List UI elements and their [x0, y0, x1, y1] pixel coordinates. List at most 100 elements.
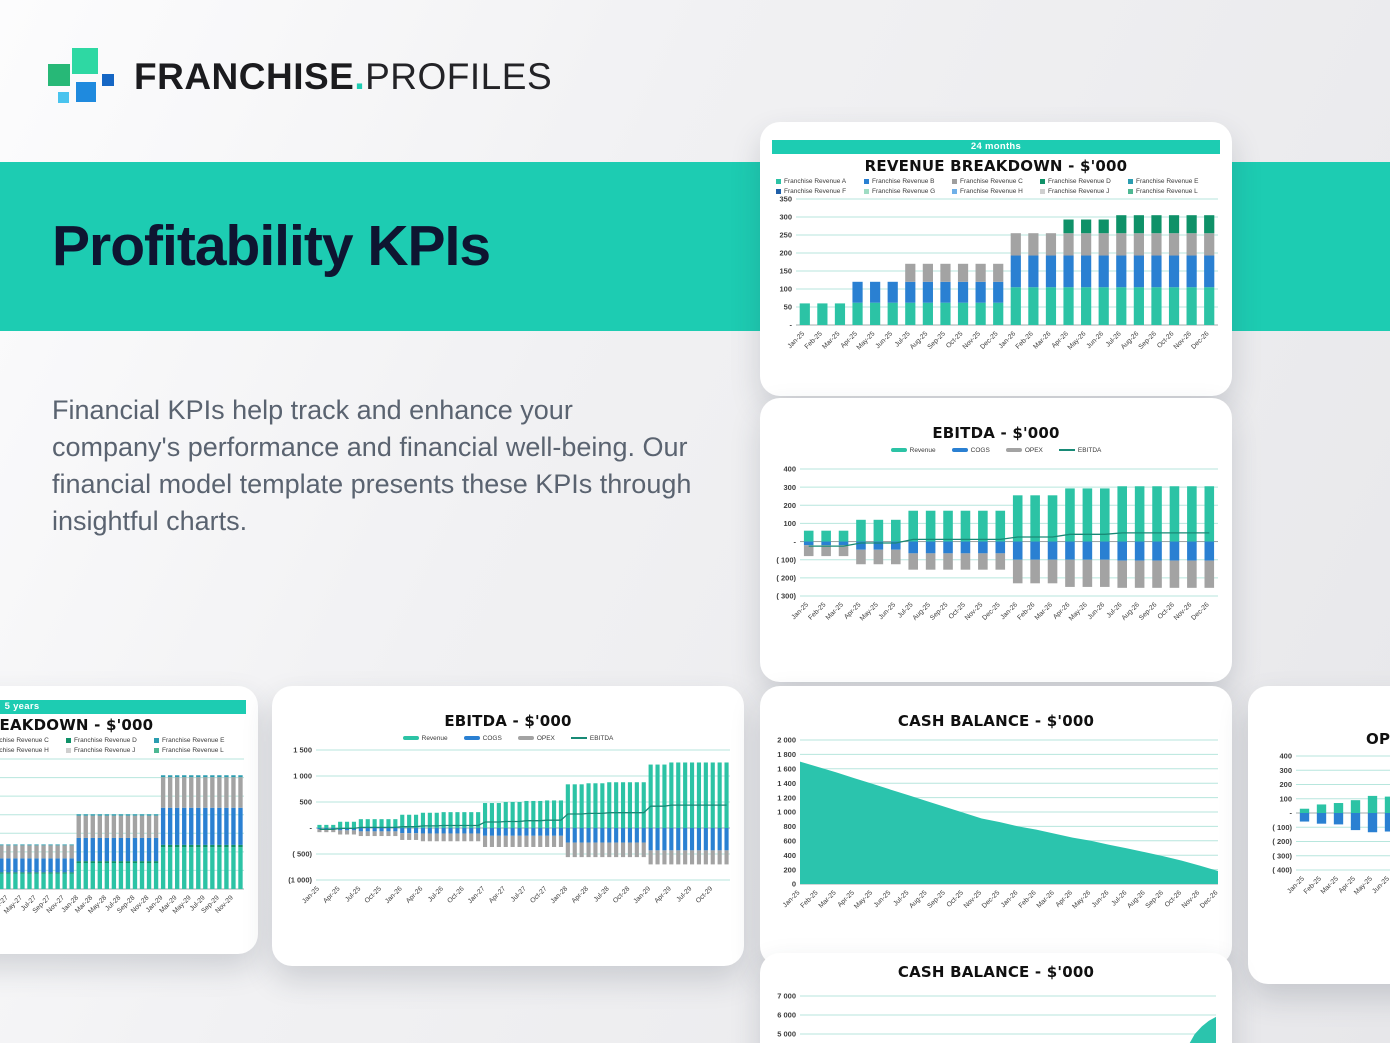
svg-text:Feb-25: Feb-25: [804, 330, 824, 350]
svg-text:Sep-25: Sep-25: [929, 601, 950, 622]
legend-sq-marker: [864, 178, 869, 184]
svg-text:2 000: 2 000: [777, 736, 796, 745]
legend-label: Franchise Revenue E: [162, 736, 225, 744]
legend-item: Franchise Revenue A: [776, 177, 846, 185]
svg-text:100: 100: [783, 519, 796, 528]
svg-text:Mar-25: Mar-25: [825, 601, 845, 621]
svg-text:Aug-25: Aug-25: [908, 889, 929, 910]
svg-text:May-26: May-26: [1068, 601, 1089, 622]
legend-label: Franchise Revenue L: [162, 746, 224, 754]
svg-text:Dec-25: Dec-25: [981, 889, 1002, 910]
svg-text:Feb-26: Feb-26: [1015, 330, 1035, 350]
svg-text:400: 400: [1279, 752, 1292, 761]
svg-text:Mar-25: Mar-25: [1320, 875, 1340, 895]
svg-text:500: 500: [299, 798, 312, 807]
legend-label: Franchise Revenue A: [784, 177, 847, 185]
legend-sq-marker: [154, 737, 159, 743]
legend-item: Franchise Revenue B: [864, 177, 935, 185]
svg-text:200: 200: [783, 501, 796, 510]
legend-label: Franchise Revenue H: [0, 746, 49, 754]
svg-text:Oct-25: Oct-25: [364, 885, 384, 905]
svg-text:Apr-26: Apr-26: [405, 885, 425, 905]
svg-text:Aug-25: Aug-25: [909, 330, 930, 351]
svg-text:-: -: [310, 824, 313, 833]
legend-label: Franchise Revenue J: [74, 746, 136, 754]
svg-text:(1 000): (1 000): [288, 876, 312, 885]
svg-text:( 400): ( 400): [1272, 866, 1292, 875]
legend-item: COGS: [463, 732, 502, 744]
legend-sq-marker: [66, 747, 71, 753]
legend-sq-marker: [1128, 188, 1133, 194]
svg-text:300: 300: [1279, 766, 1292, 775]
svg-text:1 500: 1 500: [293, 746, 312, 755]
legend-item: Franchise Revenue D: [1040, 177, 1111, 185]
chart-revenue-breakdown-24m: 350 300 250 200 150 100 50 - Jan-25 Feb-25 Mar-25 A…: [760, 195, 1232, 372]
svg-text:Oct-29: Oct-29: [695, 885, 715, 905]
legend-ebitda-5y: Revenue COGS OPEX EBITDA: [272, 730, 744, 744]
chart-title-ebitda-5y: EBITDA - $'000: [444, 712, 572, 730]
svg-text:Apr-29: Apr-29: [653, 885, 673, 905]
legend-label: COGS: [970, 446, 990, 454]
svg-text:Apr-27: Apr-27: [488, 885, 508, 905]
svg-text:Feb-26: Feb-26: [1018, 889, 1038, 909]
svg-text:-: -: [790, 321, 793, 330]
page-description: Financial KPIs help track and enhance yo…: [52, 395, 692, 536]
legend-sq-marker: [1128, 178, 1133, 184]
chart-revenue-breakdown-5y: Jan-25Mar-25May-25Jul-25Sep-25Nov-25Jan-…: [0, 754, 258, 935]
legend-label: OPEX: [536, 734, 555, 742]
legend-sq-marker: [1040, 188, 1045, 194]
rev5y-canvas: Jan-25Mar-25May-25Jul-25Sep-25Nov-25Jan-…: [0, 758, 244, 915]
legend-item: OPEX: [1005, 444, 1043, 456]
legend-item: Franchise Revenue E: [154, 736, 225, 744]
svg-text:1 000: 1 000: [777, 808, 796, 817]
svg-text:Dec-26: Dec-26: [1199, 889, 1220, 910]
svg-text:7 000: 7 000: [777, 992, 796, 1001]
svg-text:Jun-26: Jun-26: [1091, 889, 1111, 909]
legend-item: Franchise Revenue J: [1040, 187, 1109, 195]
svg-text:Nov-26: Nov-26: [1181, 889, 1202, 910]
svg-text:1 400: 1 400: [777, 779, 796, 788]
svg-text:Jul-26: Jul-26: [427, 885, 445, 903]
svg-text:1 200: 1 200: [777, 793, 796, 802]
svg-text:Sep-25: Sep-25: [926, 330, 947, 351]
svg-text:Mar-25: Mar-25: [818, 889, 838, 909]
legend-item: Franchise Revenue H: [0, 746, 49, 754]
card-operating-expenses: OPE 400 300 200 100 - ( 100) ( 200) ( 300) ( 400…: [1248, 686, 1390, 984]
svg-text:May-25: May-25: [853, 889, 874, 910]
legend-label: COGS: [482, 734, 502, 742]
svg-text:Mar-26: Mar-26: [1036, 889, 1056, 909]
legend-item: Franchise Revenue H: [952, 187, 1023, 195]
svg-text:Mar-25: Mar-25: [821, 330, 841, 350]
svg-text:Feb-25: Feb-25: [799, 889, 819, 909]
svg-text:Jan-26: Jan-26: [998, 330, 1018, 350]
chart-ebitda-24m: 400 300 200 100-( 100)( 200)( 300) Jan-25 Feb…: [760, 456, 1232, 642]
svg-text:Feb-25: Feb-25: [1303, 875, 1323, 895]
legend-line-marker: [570, 737, 587, 739]
card-ebitda-24m: EBITDA - $'000 Revenue COGS OPEX EBITDA 400…: [760, 398, 1232, 682]
legend-item: Revenue: [402, 732, 448, 744]
legend-label: Franchise Revenue G: [872, 187, 936, 195]
legend-revenue-24m: Franchise Revenue A Franchise Revenue B Fr…: [760, 175, 1232, 195]
svg-text:( 100): ( 100): [1272, 823, 1292, 832]
svg-text:May-26: May-26: [1071, 889, 1092, 910]
svg-text:Jan-25: Jan-25: [301, 885, 321, 905]
svg-text:Nov-26: Nov-26: [1173, 330, 1194, 351]
chart-title-cash-5y: CASH BALANCE - $'000: [897, 963, 1095, 981]
svg-text:Oct-27: Oct-27: [529, 885, 549, 905]
cash24-canvas: 2 000 1 800 1 600 1 400 1 200 1 000 800 600 400 2…: [777, 736, 1220, 911]
legend-item: Franchise Revenue G: [864, 187, 935, 195]
svg-text:( 200): ( 200): [776, 574, 796, 583]
svg-text:May-25: May-25: [859, 601, 880, 622]
legend-bar-marker: [890, 448, 907, 452]
chart-operating-expenses: 400 300 200 100-( 100)( 200)( 300)( 400) Jan…: [1248, 748, 1390, 918]
legend-label: Franchise Revenue L: [1136, 187, 1198, 195]
legend-label: Revenue: [421, 734, 448, 742]
svg-text:Sep-26: Sep-26: [1138, 601, 1159, 622]
legend-label: Franchise Revenue E: [1136, 177, 1199, 185]
svg-text:Feb-26: Feb-26: [1016, 601, 1036, 621]
svg-text:400: 400: [783, 465, 796, 474]
